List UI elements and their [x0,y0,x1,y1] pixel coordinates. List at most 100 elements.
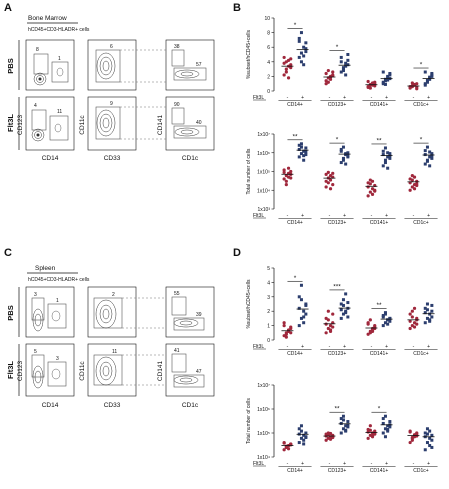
gate-value: 5 [34,349,37,355]
gate-value: 40 [196,120,202,126]
flt3l-point [346,58,350,62]
panel-letter-a: A [4,2,12,14]
pbs-point [370,192,375,197]
flt3l-point [344,292,348,296]
pbs-point [326,318,330,322]
flt3l-point [302,321,306,325]
pbs-point [324,331,328,335]
flt3l-point [344,61,348,65]
flt3l-point [386,155,390,159]
group-sign-plus: + [427,95,430,101]
y-tick-label: 2 [267,74,270,80]
flow-frame [25,96,75,151]
flt3l-point [386,166,390,170]
flt3l-point [297,55,301,59]
panel-c-ylabel-3: CD141 [157,360,164,381]
flt3l-point [344,64,348,68]
contour [179,377,193,383]
category-label: CD123+ [328,351,347,357]
pbs-point [289,63,293,67]
flt3l-row-label: Flt3L [253,344,264,350]
pbs-point [366,79,370,84]
pbs-point [408,440,412,445]
gate-box [171,353,187,373]
flt3l-point [383,146,387,150]
panel-a-row-label-pbs: PBS [6,58,15,73]
pbs-point [328,77,333,81]
gate-box [95,106,121,140]
flt3l-point [430,74,434,78]
flt3l-point [344,428,348,432]
flt3l-point [299,152,303,156]
contour [180,71,194,77]
pbs-point [370,179,375,183]
significance-label: * [336,44,339,51]
panel-c-xlabel-3: CD1c [182,402,199,409]
flt3l-point [297,155,301,159]
gate-box [171,107,185,125]
gate-box [47,361,67,387]
gate-box [47,303,67,329]
pbs-point [368,86,372,90]
pbs-point [412,325,417,329]
pbs-point [412,187,417,191]
contour [102,117,110,129]
gate-box [31,354,45,378]
flt3l-point [383,427,387,431]
flt3l-point [297,441,301,445]
contour [99,56,113,76]
gate-value: 6 [110,44,113,50]
group-sign-minus: - [371,213,373,219]
flt3l-point [299,60,303,64]
pbs-point [286,166,291,170]
significance-label: ** [334,406,340,413]
flt3l-point [341,69,345,73]
flt3l-point [339,316,343,320]
group-sign-minus: - [329,344,331,350]
flt3l-point [299,424,303,428]
flow-plot-c-3-flt3l: 41 47 [165,343,215,397]
pbs-point [282,448,286,452]
flt3l-point [383,311,387,315]
pbs-point [282,321,286,325]
pbs-point [415,85,419,89]
flt3l-point [425,302,429,306]
flt3l-point [341,418,345,422]
flt3l-point [346,63,350,67]
contour [33,72,47,86]
flt3l-point [383,414,387,418]
y-tick-label: 1x10⁷ [257,132,270,138]
group-sign-plus: + [301,344,304,350]
pbs-point [410,178,414,182]
pbs-point [410,185,414,189]
flt3l-point [388,420,392,424]
group-sign-plus: + [385,95,388,101]
flt3l-point [425,80,429,84]
flt3l-point [383,79,387,83]
category-label: CD1c+ [413,351,429,357]
category-label: CD123+ [328,220,347,226]
category-label: CD1c+ [413,220,429,226]
gate-value: 39 [196,312,202,318]
pbs-point [331,312,335,316]
flt3l-point [304,153,308,157]
flt3l-point [346,315,350,319]
pbs-point [284,335,288,339]
flt3l-point [423,162,427,166]
pbs-point [410,315,414,319]
group-sign-plus: + [385,213,388,219]
contour [173,318,199,328]
contour [96,109,116,137]
gate-box [49,115,69,141]
pbs-point [415,322,419,326]
contour [99,361,113,381]
flt3l-point [428,429,432,433]
flt3l-point [299,145,303,149]
flt3l-point [346,155,350,159]
flt3l-point [386,151,390,155]
group-sign-minus: - [287,344,289,350]
flt3l-point [302,158,306,162]
significance-label: * [420,62,423,69]
flt3l-point [428,155,432,159]
